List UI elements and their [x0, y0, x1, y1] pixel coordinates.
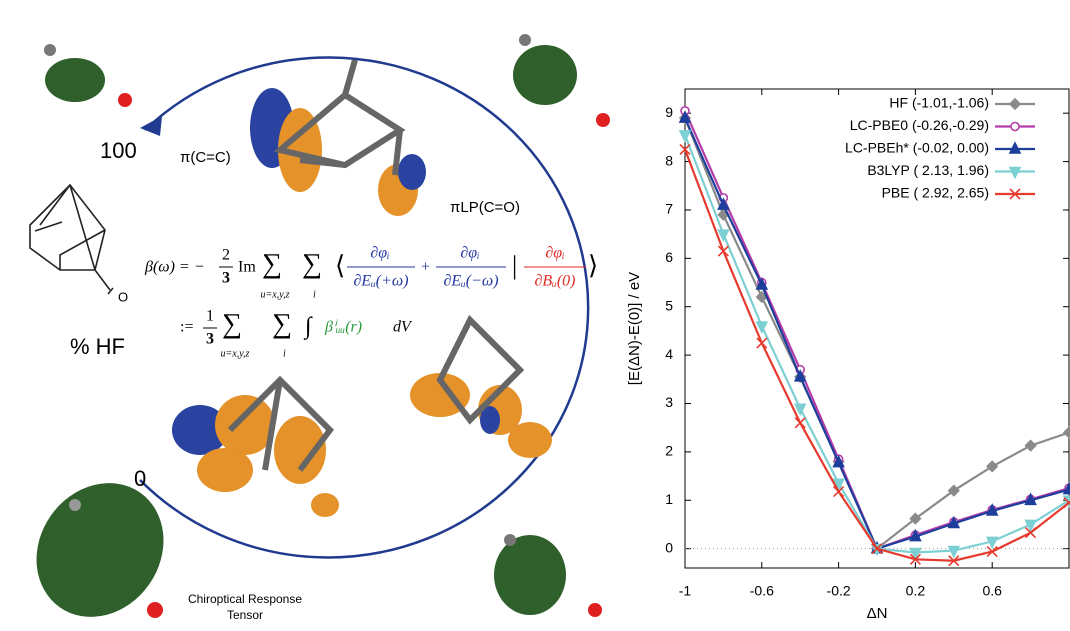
eq-term: +	[421, 259, 430, 276]
orbital-top	[250, 60, 426, 216]
y-tick-label: 3	[665, 394, 673, 410]
chart: 0 1 2 3 4 5 6 7 8 9 -1 -0.6 -0.2 0.2 0.6 ΔN [E(ΔN)-E(0)]…	[626, 89, 1070, 622]
marker	[757, 338, 767, 348]
diagram: O 100 0 % HF π(C=C) πLP(C=O) Chiroptical…	[11, 34, 610, 626]
label-axis: % HF	[70, 334, 125, 359]
eq-term: 3	[206, 331, 214, 348]
caption: Tensor	[227, 608, 263, 622]
marker	[1064, 428, 1070, 438]
eq-term: ∑	[302, 248, 322, 279]
marker	[757, 322, 767, 332]
eq-term: 2	[222, 247, 230, 264]
series	[680, 144, 1070, 565]
eq-term: 1	[206, 308, 214, 325]
y-tick-label: 5	[665, 297, 673, 313]
orbital-label: πLP(C=O)	[450, 199, 520, 216]
eq-term: u=x,y,z	[261, 289, 290, 300]
marker	[795, 418, 805, 428]
eq-term: ∂φᵢ	[460, 245, 479, 262]
eq-term: ⟩	[588, 251, 598, 280]
label-high: 100	[100, 138, 137, 163]
series-line	[685, 118, 1069, 549]
legend-marker	[1010, 99, 1020, 109]
x-tick-label: 0.6	[982, 583, 1002, 599]
eq-term: ∑	[262, 248, 282, 279]
y-tick-label: 0	[665, 539, 673, 555]
legend-marker	[1011, 123, 1019, 131]
legend-label: B3LYP ( 2.13, 1.96)	[867, 162, 989, 178]
plot-frame	[685, 89, 1069, 568]
x-tick-label: -0.2	[827, 583, 851, 599]
eq-term: i	[283, 348, 286, 359]
label-low: 0	[134, 466, 146, 491]
y-tick-label: 2	[665, 443, 673, 459]
eq-term: 3	[222, 270, 230, 287]
legend-label: LC-PBEh* (-0.02, 0.00)	[845, 140, 989, 156]
series	[680, 113, 1070, 554]
y-tick-label: 8	[665, 152, 673, 168]
eq-term: ∑	[272, 308, 292, 339]
eq-term: β(ω) = −	[144, 259, 205, 276]
eq-term: ∂Eᵤ(−ω)	[443, 273, 498, 290]
eq-term: Im	[238, 259, 256, 276]
equation-1: β(ω) = − 2 3 Im ∑ u=x,y,z ∑ i ⟨ ∂φᵢ ∂Eᵤ(…	[144, 245, 598, 301]
marker	[910, 549, 920, 559]
x-axis-label: ΔN	[867, 605, 888, 622]
x-tick-label: -1	[679, 583, 692, 599]
y-tick-label: 1	[665, 491, 673, 507]
y-axis-label: [E(ΔN)-E(0)] / eV	[626, 272, 643, 385]
caption: Chiroptical Response	[188, 592, 302, 606]
orbital-label: π(C=C)	[180, 149, 231, 166]
x-tick-label: 0.2	[906, 583, 926, 599]
norbornenone-sketch	[30, 185, 113, 294]
legend-label: LC-PBE0 (-0.26,-0.29)	[850, 117, 989, 133]
eq-term: dV	[393, 319, 413, 336]
carbonyl-o: O	[118, 289, 128, 304]
legend-label: HF (-1.01,-1.06)	[889, 95, 989, 111]
eq-term: ∂Eᵤ(+ω)	[353, 273, 408, 290]
arrow-head	[140, 116, 162, 136]
figure: O 100 0 % HF π(C=C) πLP(C=O) Chiroptical…	[0, 0, 1070, 626]
eq-term: u=x,y,z	[221, 348, 250, 359]
eq-term: ∂φᵢ	[545, 245, 564, 262]
y-tick-label: 4	[665, 346, 673, 362]
eq-term: ∂φᵢ	[370, 245, 389, 262]
x-tick-label: -0.6	[750, 583, 774, 599]
eq-term: ∫	[303, 314, 313, 341]
marker	[680, 131, 690, 141]
eq-term: :=	[180, 319, 193, 336]
eq-term: i	[313, 289, 316, 300]
series-line	[685, 149, 1069, 560]
y-tick-label: 6	[665, 249, 673, 265]
legend-label: PBE ( 2.92, 2.65)	[882, 185, 989, 201]
eq-term: ∂Bᵤ(0)	[534, 273, 575, 290]
y-tick-label: 7	[665, 201, 673, 217]
eq-term: βⁱᵤᵤ(r)	[324, 319, 362, 336]
y-tick-label: 9	[665, 104, 673, 120]
eq-term: ⟨	[335, 251, 345, 280]
marker	[718, 246, 728, 256]
page: O 100 0 % HF π(C=C) πLP(C=O) Chiroptical…	[0, 0, 1070, 626]
equation-2: := 1 3 ∑ u=x,y,z ∑ i ∫ βⁱᵤᵤ(r) dV	[180, 308, 413, 360]
eq-term: ∑	[222, 308, 242, 339]
eq-term: |	[512, 251, 517, 280]
marker	[718, 230, 728, 240]
marker	[1026, 441, 1036, 451]
series-line	[685, 118, 1069, 549]
